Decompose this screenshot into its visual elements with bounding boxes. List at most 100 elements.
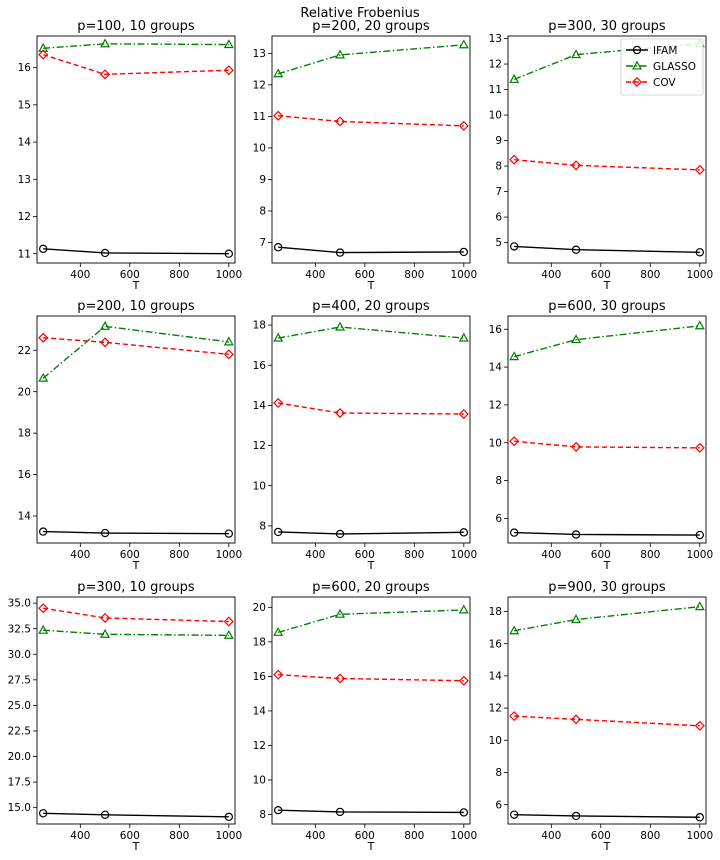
x-axis-label: T — [132, 559, 140, 572]
x-tick-label: 400 — [305, 549, 325, 561]
y-tick-label: 12 — [253, 440, 266, 452]
subplot-2: p=200, 20 groups 400 600 800 1000 T 7 8 9 10 11 12 1… — [253, 19, 478, 292]
y-tick-label: 20 — [18, 386, 31, 398]
y-tick-label: 10 — [253, 143, 266, 155]
y-tick-label: 12 — [489, 59, 502, 71]
legend-marker-ifam — [632, 45, 642, 55]
y-tick-label: 5 — [495, 237, 502, 249]
y-tick-label: 16 — [253, 671, 267, 683]
y-tick-label: 30.0 — [8, 649, 31, 661]
point-ifam — [459, 808, 469, 817]
y-tick-label: 32.5 — [8, 623, 31, 635]
series-line-cov — [514, 440, 700, 449]
y-tick-label: 11 — [489, 84, 502, 96]
x-axis-label: T — [132, 840, 140, 853]
legend: IFAM GLASSO COV — [620, 38, 704, 96]
point-cov — [223, 349, 234, 360]
x-tick-label: 400 — [70, 830, 90, 842]
y-tick-label: 27.5 — [8, 674, 31, 686]
y-tick-label: 25.0 — [8, 700, 31, 712]
point-cov — [100, 337, 111, 348]
point-ifam — [38, 527, 48, 536]
point-ifam — [695, 530, 705, 540]
x-axis-label: T — [367, 559, 375, 572]
y-tick-label: 8 — [495, 767, 502, 779]
y-tick-label: 20.0 — [8, 751, 31, 763]
x-axis-label: T — [367, 840, 375, 853]
point-glasso — [509, 625, 520, 635]
subplot-8: p=600, 20 groups 400 600 800 1000 T 8 10 12 14 16 1… — [253, 580, 478, 853]
point-cov — [509, 711, 520, 722]
x-axis-label: T — [603, 840, 611, 853]
y-tick-label: 14 — [18, 137, 32, 149]
series-line-cov — [514, 715, 700, 727]
legend-label-cov: COV — [653, 77, 676, 89]
x-tick-label: 1000 — [215, 269, 242, 281]
point-ifam — [224, 249, 234, 258]
y-tick-label: 10 — [489, 735, 502, 747]
y-tick-label: 13 — [253, 48, 266, 60]
y-tick-label: 16 — [18, 62, 32, 74]
series-line-ifam — [278, 531, 464, 535]
x-tick-label: 1000 — [686, 269, 713, 281]
x-tick-label: 400 — [541, 549, 561, 561]
x-tick-label: 1000 — [215, 549, 242, 561]
point-cov — [38, 49, 49, 60]
point-cov — [458, 120, 469, 131]
point-ifam — [273, 805, 283, 815]
point-glasso — [458, 39, 469, 49]
point-cov — [458, 408, 469, 420]
point-cov — [100, 612, 111, 624]
y-tick-label: 7 — [495, 186, 502, 198]
point-glasso — [273, 68, 284, 78]
y-tick-label: 8 — [259, 206, 266, 218]
point-ifam — [695, 813, 705, 822]
y-tick-label: 14 — [253, 400, 267, 412]
y-tick-label: 13 — [18, 174, 31, 186]
y-tick-label: 12 — [253, 79, 266, 91]
subplot-title: p=300, 30 groups — [548, 19, 666, 34]
y-tick-label: 22 — [18, 345, 31, 357]
x-tick-label: 400 — [70, 269, 90, 281]
point-glasso — [694, 320, 705, 330]
plot-frame — [507, 315, 707, 544]
y-tick-label: 18 — [18, 428, 31, 440]
point-cov — [571, 441, 582, 452]
point-glasso — [223, 336, 234, 346]
series-line-glasso — [278, 326, 464, 339]
y-tick-label: 35.0 — [8, 598, 31, 610]
y-tick-label: 11 — [18, 248, 31, 260]
x-tick-label: 1000 — [450, 269, 477, 281]
subplot-title: p=200, 20 groups — [312, 19, 430, 34]
y-tick-label: 10 — [489, 437, 502, 449]
y-tick-label: 12 — [489, 400, 502, 412]
point-glasso — [335, 321, 346, 331]
point-cov — [694, 442, 705, 453]
x-tick-label: 600 — [120, 830, 140, 842]
y-tick-label: 14 — [489, 362, 503, 374]
point-ifam — [38, 244, 48, 254]
x-axis-label: T — [367, 279, 375, 292]
point-ifam — [571, 245, 581, 254]
y-tick-label: 17.5 — [8, 777, 31, 789]
legend-label-glasso: GLASSO — [653, 61, 696, 73]
y-tick-label: 18 — [489, 606, 502, 618]
series-line-cov — [278, 115, 464, 127]
point-glasso — [694, 601, 705, 611]
y-tick-label: 10 — [489, 110, 502, 122]
point-glasso — [458, 604, 469, 614]
figure-suptitle: Relative Frobenius — [300, 6, 419, 21]
series-line-cov — [278, 673, 464, 682]
x-tick-label: 800 — [404, 269, 424, 281]
point-glasso — [571, 334, 582, 344]
point-glasso — [223, 39, 234, 49]
y-tick-label: 9 — [495, 135, 502, 147]
series-line-ifam — [514, 813, 700, 818]
series-line-glasso — [514, 605, 700, 632]
point-ifam — [224, 529, 234, 538]
subplot-6: p=600, 30 groups 400 600 800 1000 T 6 8 10 12 14 16 — [489, 299, 714, 572]
point-glasso — [100, 320, 111, 330]
x-tick-label: 800 — [640, 269, 660, 281]
x-tick-label: 800 — [169, 269, 189, 281]
series-line-ifam — [43, 248, 229, 255]
